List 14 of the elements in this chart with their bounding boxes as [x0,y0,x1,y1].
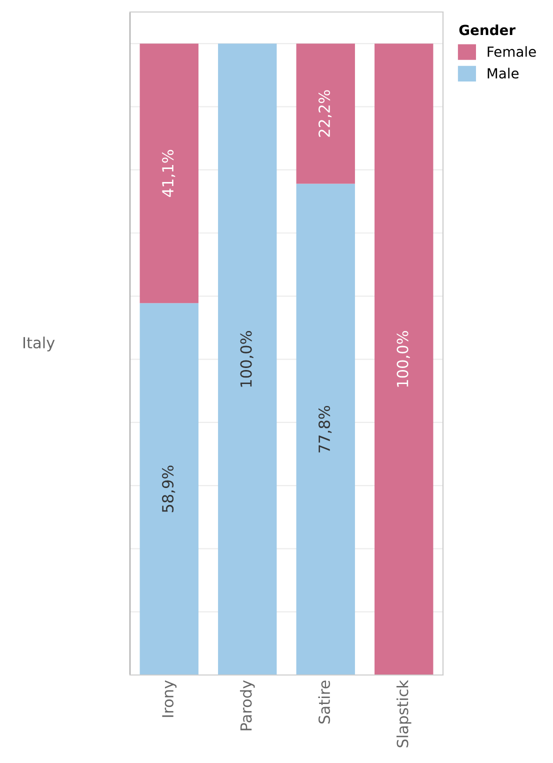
x-tick-label: Satire [318,680,330,724]
data-label: 41,1% [162,150,176,197]
legend-label: Female [488,46,536,57]
x-tick-label: Slapstick [396,680,412,748]
legend-title: Gender [459,24,516,36]
data-label: 77,8% [318,406,332,452]
data-label: 22,2% [318,90,332,137]
legend-label: Male [488,68,519,79]
x-tick-label: Irony [162,680,177,717]
x-tick-label: Parody [240,680,255,730]
data-label: 100,0% [396,331,410,387]
data-label: 100,0% [240,331,254,387]
data-label: 58,9% [162,466,176,512]
text: Italy [24,336,55,352]
